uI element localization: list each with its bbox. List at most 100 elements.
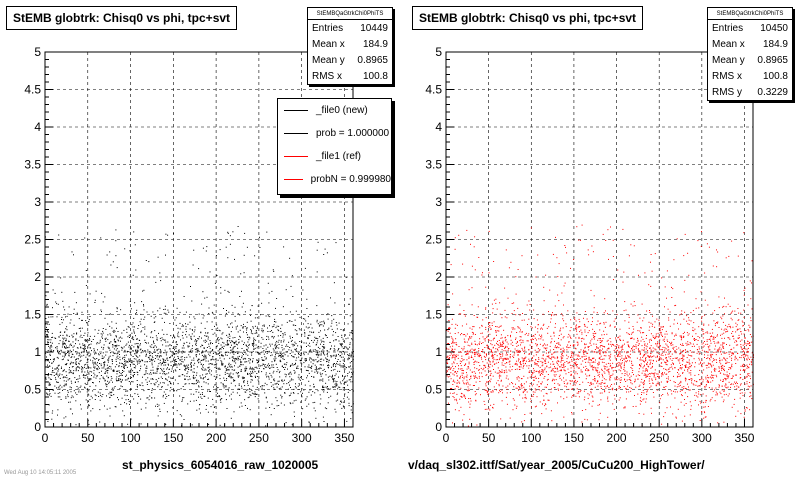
left-data-point [256, 386, 258, 388]
left-data-point [195, 391, 197, 393]
left-data-point [196, 339, 198, 341]
left-data-point [266, 351, 268, 352]
left-data-point [305, 358, 307, 360]
left-data-point [327, 388, 329, 390]
left-data-point [299, 329, 301, 331]
left-data-point [195, 344, 197, 346]
left-data-point [224, 371, 226, 373]
left-data-point [262, 360, 264, 361]
left-data-point [56, 316, 58, 318]
left-data-point [59, 334, 61, 336]
left-data-point [292, 402, 294, 404]
left-data-point [291, 339, 293, 341]
left-data-point [68, 346, 70, 348]
right-data-point [472, 358, 474, 360]
left-data-point [269, 367, 271, 369]
left-data-point [81, 327, 83, 329]
right-data-point [453, 374, 455, 376]
left-data-point [311, 365, 313, 367]
right-data-point [544, 347, 546, 349]
left-data-point [264, 356, 266, 358]
left-data-point [129, 250, 131, 252]
left-data-point [201, 394, 203, 395]
left-data-point [323, 421, 325, 422]
left-data-point [232, 341, 234, 343]
left-data-point [107, 339, 109, 341]
left-data-point [86, 322, 87, 324]
right-data-point [626, 379, 628, 381]
left-data-point [65, 416, 67, 418]
right-data-point [692, 327, 694, 329]
right-data-point [549, 349, 551, 351]
left-data-point [264, 365, 265, 367]
right-data-point [674, 305, 676, 307]
right-data-point [523, 420, 525, 422]
left-data-point [73, 372, 74, 374]
left-data-point [82, 375, 84, 376]
right-data-point [650, 356, 652, 358]
right-data-point [710, 355, 712, 357]
left-data-point [284, 392, 286, 393]
left-data-point [190, 362, 192, 364]
left-data-point [281, 366, 283, 368]
left-data-point [205, 376, 206, 378]
right-data-point [478, 257, 480, 258]
left-data-point [58, 350, 60, 352]
left-data-point [215, 342, 217, 343]
left-data-point [325, 386, 327, 388]
left-data-point [230, 364, 232, 366]
right-data-point [452, 350, 454, 352]
left-data-point [170, 377, 172, 379]
right-data-point [724, 357, 725, 359]
left-data-point [101, 396, 103, 398]
left-data-point [161, 329, 163, 331]
left-data-point [158, 356, 160, 358]
left-data-point [235, 358, 237, 360]
left-data-point [132, 376, 134, 378]
left-data-point [106, 370, 108, 372]
left-data-point [278, 372, 280, 374]
left-data-point [134, 343, 136, 345]
left-data-point [337, 388, 339, 390]
left-data-point [70, 357, 72, 358]
left-data-point [269, 325, 270, 327]
left-data-point [282, 334, 284, 336]
left-data-point [52, 316, 54, 318]
right-data-point [468, 401, 470, 403]
left-data-point [128, 346, 130, 348]
left-data-point [339, 403, 341, 405]
left-data-point [159, 382, 161, 384]
left-data-point [98, 367, 100, 369]
left-data-point [184, 378, 186, 380]
left-data-point [175, 351, 177, 353]
right-data-point [744, 369, 746, 371]
left-data-point [240, 273, 242, 275]
left-data-point [242, 364, 244, 366]
left-data-point [75, 369, 77, 371]
left-data-point [249, 409, 251, 411]
right-data-point [701, 366, 703, 368]
left-data-point [129, 364, 131, 365]
left-data-point [238, 355, 240, 357]
right-data-point [728, 323, 730, 325]
right-data-point [448, 327, 450, 328]
right-data-point [749, 326, 751, 328]
left-data-point [76, 347, 78, 349]
left-data-point [47, 323, 48, 325]
left-data-point [73, 390, 75, 392]
left-data-point [208, 370, 210, 372]
left-data-point [92, 339, 94, 340]
right-data-point [599, 353, 601, 355]
left-data-point [196, 340, 198, 342]
left-data-point [350, 356, 352, 358]
right-data-point [652, 347, 654, 349]
left-data-point [127, 399, 129, 400]
left-data-point [230, 372, 232, 374]
right-data-point [492, 354, 494, 356]
left-data-point [182, 337, 184, 339]
left-data-point [280, 387, 282, 389]
left-data-point [228, 390, 229, 392]
left-data-point [295, 325, 297, 326]
left-data-point [241, 357, 243, 359]
right-data-point [484, 370, 486, 372]
